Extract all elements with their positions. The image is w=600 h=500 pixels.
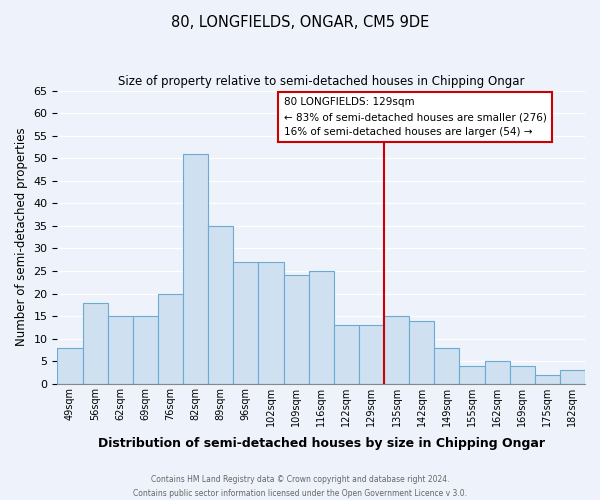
Text: 80, LONGFIELDS, ONGAR, CM5 9DE: 80, LONGFIELDS, ONGAR, CM5 9DE — [171, 15, 429, 30]
Bar — [384, 316, 409, 384]
Bar — [183, 154, 208, 384]
Text: Contains HM Land Registry data © Crown copyright and database right 2024.
Contai: Contains HM Land Registry data © Crown c… — [133, 476, 467, 498]
Bar — [58, 348, 83, 384]
Bar — [284, 276, 308, 384]
Title: Size of property relative to semi-detached houses in Chipping Ongar: Size of property relative to semi-detach… — [118, 75, 524, 88]
Bar — [535, 374, 560, 384]
Bar — [107, 316, 133, 384]
Bar — [460, 366, 485, 384]
Bar — [158, 294, 183, 384]
Bar — [83, 302, 107, 384]
Text: 80 LONGFIELDS: 129sqm
← 83% of semi-detached houses are smaller (276)
16% of sem: 80 LONGFIELDS: 129sqm ← 83% of semi-deta… — [284, 98, 547, 137]
Bar — [133, 316, 158, 384]
Bar — [208, 226, 233, 384]
Bar — [485, 361, 509, 384]
Bar — [334, 325, 359, 384]
Bar — [409, 320, 434, 384]
Bar — [233, 262, 259, 384]
Bar — [308, 271, 334, 384]
X-axis label: Distribution of semi-detached houses by size in Chipping Ongar: Distribution of semi-detached houses by … — [98, 437, 545, 450]
Y-axis label: Number of semi-detached properties: Number of semi-detached properties — [15, 128, 28, 346]
Bar — [259, 262, 284, 384]
Bar — [434, 348, 460, 384]
Bar — [359, 325, 384, 384]
Bar — [560, 370, 585, 384]
Bar — [509, 366, 535, 384]
